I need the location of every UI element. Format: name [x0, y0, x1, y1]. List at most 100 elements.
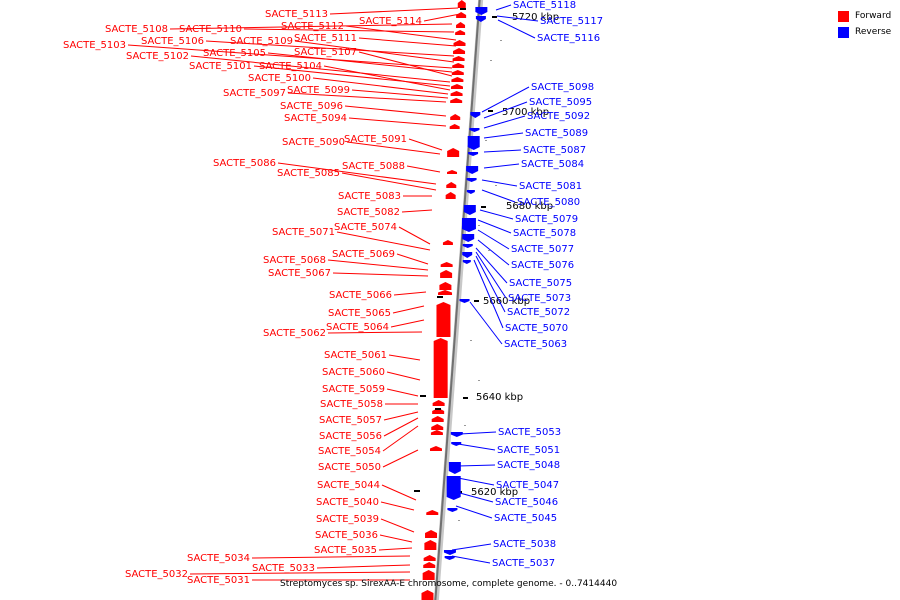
- reverse-gene-connector: [475, 255, 506, 313]
- forward-gene-arrow: [426, 510, 439, 515]
- forward-gene-connector: [287, 92, 447, 103]
- forward-gene-connector: [392, 305, 425, 314]
- forward-gene-connector: [323, 65, 451, 91]
- forward-gene-arrow: [436, 302, 451, 337]
- forward-gene-connector: [336, 231, 431, 251]
- reverse-gene-connector: [451, 555, 491, 564]
- scale-label: 5700 kbp: [502, 107, 549, 118]
- forward-gene-label: SACTE_5058: [320, 399, 383, 410]
- reverse-gene-label: SACTE_5081: [519, 181, 582, 192]
- forward-gene-arrow: [453, 40, 466, 46]
- forward-gene-label: SACTE_5054: [318, 446, 381, 457]
- forward-gene-arrow: [430, 430, 443, 435]
- track-dot: [490, 60, 492, 61]
- forward-gene-connector: [316, 564, 411, 569]
- reverse-gene-arrow: [462, 244, 473, 248]
- reverse-gene-connector: [483, 101, 528, 119]
- forward-gene-arrow: [456, 12, 467, 18]
- forward-gene-label: SACTE_5044: [317, 480, 380, 491]
- reverse-gene-label: SACTE_5084: [521, 159, 584, 170]
- forward-gene-arrow: [432, 400, 445, 406]
- forward-gene-arrow: [455, 30, 466, 35]
- forward-gene-connector: [344, 105, 447, 117]
- forward-gene-connector: [408, 138, 443, 151]
- reverse-gene-label: SACTE_5095: [529, 97, 592, 108]
- reverse-gene-label: SACTE_5048: [497, 460, 560, 471]
- forward-gene-connector: [277, 162, 437, 185]
- reverse-gene-label: SACTE_5089: [525, 128, 588, 139]
- forward-gene-arrow: [451, 77, 464, 82]
- forward-gene-connector: [345, 25, 457, 41]
- forward-gene-arrow: [440, 262, 453, 267]
- marker-dash: [437, 296, 443, 298]
- forward-gene-connector: [346, 141, 441, 155]
- reverse-gene-arrow: [450, 432, 463, 437]
- forward-gene-connector: [243, 28, 455, 33]
- forward-gene-label: SACTE_5039: [316, 514, 379, 525]
- forward-gene-arrow: [423, 562, 436, 568]
- forward-gene-connector: [379, 534, 413, 543]
- forward-gene-connector: [189, 571, 411, 575]
- reverse-gene-connector: [495, 4, 512, 11]
- forward-gene-connector: [380, 501, 415, 511]
- map-caption: Streptomyces sp. SirexAA-E chromosome, c…: [280, 579, 618, 589]
- forward-gene-label: SACTE_5059: [322, 384, 385, 395]
- reverse-gene-connector: [477, 219, 512, 234]
- forward-gene-arrow: [447, 148, 460, 157]
- forward-gene-connector: [401, 209, 433, 213]
- track-dot: [458, 520, 460, 521]
- forward-gene-arrow: [429, 446, 442, 451]
- forward-gene-label: SACTE_5100: [248, 73, 311, 84]
- forward-gene-label: SACTE_5101: [189, 61, 252, 72]
- reverse-gene-connector: [477, 229, 510, 250]
- forward-gene-arrow: [452, 63, 465, 68]
- reverse-gene-label: SACTE_5117: [540, 16, 603, 27]
- scale-label: 5620 kbp: [471, 487, 518, 498]
- legend-reverse-swatch: [838, 26, 849, 38]
- forward-gene-connector: [381, 484, 417, 501]
- forward-gene-arrow: [446, 182, 457, 188]
- reverse-gene-arrow: [466, 178, 477, 182]
- forward-gene-connector: [341, 172, 437, 191]
- reverse-gene-connector: [483, 132, 524, 139]
- forward-gene-label: SACTE_5103: [63, 40, 126, 51]
- forward-gene-label: SACTE_5109: [230, 36, 293, 47]
- track-dot: [478, 380, 480, 381]
- reverse-gene-label: SACTE_5070: [505, 323, 568, 334]
- forward-gene-label: SACTE_5105: [203, 48, 266, 59]
- reverse-gene-connector: [455, 491, 494, 503]
- reverse-gene-label: SACTE_5092: [527, 111, 590, 122]
- track-dot: [478, 225, 480, 226]
- forward-gene-label: SACTE_5106: [141, 36, 204, 47]
- forward-gene-arrow: [425, 530, 438, 538]
- reverse-gene-label: SACTE_5080: [517, 197, 580, 208]
- reverse-gene-arrow: [468, 152, 479, 156]
- reverse-gene-label: SACTE_5046: [495, 497, 558, 508]
- reverse-gene-connector: [475, 247, 508, 284]
- forward-gene-label: SACTE_5083: [338, 191, 401, 202]
- forward-gene-connector: [382, 425, 419, 452]
- forward-gene-arrow: [451, 70, 464, 75]
- reverse-gene-label: SACTE_5075: [509, 278, 572, 289]
- forward-gene-connector: [383, 417, 419, 437]
- forward-gene-connector: [294, 40, 455, 63]
- forward-gene-arrow: [438, 290, 453, 295]
- reverse-gene-label: SACTE_5047: [496, 480, 559, 491]
- forward-gene-connector: [378, 547, 413, 551]
- forward-gene-label: SACTE_5065: [328, 308, 391, 319]
- forward-gene-label: SACTE_5088: [342, 161, 405, 172]
- reverse-gene-connector: [457, 464, 496, 467]
- forward-gene-label: SACTE_5062: [263, 328, 326, 339]
- reverse-gene-connector: [483, 163, 520, 169]
- forward-gene-connector: [351, 89, 449, 99]
- forward-gene-connector: [390, 319, 425, 328]
- forward-gene-label: SACTE_5068: [263, 255, 326, 266]
- reverse-gene-arrow: [475, 7, 488, 15]
- forward-gene-arrow: [453, 48, 466, 54]
- reverse-gene-connector: [496, 15, 539, 22]
- reverse-gene-label: SACTE_5072: [507, 307, 570, 318]
- forward-gene-connector: [169, 23, 453, 30]
- forward-gene-arrow: [424, 540, 437, 550]
- forward-gene-label: SACTE_5108: [105, 24, 168, 35]
